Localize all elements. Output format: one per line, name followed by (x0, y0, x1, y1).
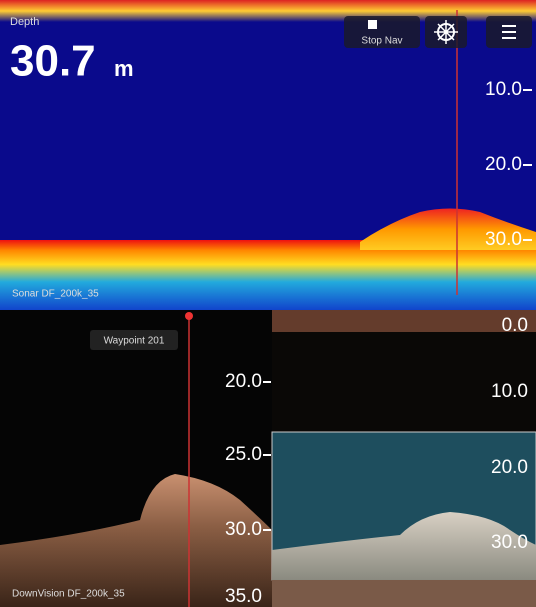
sidevision-scale-label: 20.0 (491, 457, 528, 478)
depth-value: 30.7 (10, 37, 96, 86)
helm-button[interactable] (425, 16, 467, 48)
downvision-source-label: DownVision DF_200k_35 (12, 589, 125, 600)
sonar-source-label: Sonar DF_200k_35 (12, 289, 99, 300)
sidevision-scale-label: 10.0 (491, 381, 528, 402)
sonar-scale-label: 10.0 (485, 79, 522, 100)
sonar-panel: Depth 30.7 m Stop Nav 10.0 20.0 30.0 Son… (0, 0, 536, 310)
downvision-scale-label: 30.0 (225, 519, 262, 540)
downvision-scale-label: 35.0 (225, 586, 262, 607)
downvision-panel: Waypoint 201 20.0 25.0 30.0 35.0 DownVis… (0, 310, 272, 607)
sonar-screen: Depth 30.7 m Stop Nav 10.0 20.0 30.0 Son… (0, 0, 536, 607)
sonar-scale-label: 20.0 (485, 154, 522, 175)
stop-nav-label: Stop Nav (361, 36, 402, 47)
depth-unit: m (114, 56, 134, 81)
sidevision-scale-label: 0.0 (502, 315, 528, 336)
sidevision-panel: 0.0 10.0 20.0 30.0 (272, 310, 536, 607)
downvision-scale-label: 20.0 (225, 371, 262, 392)
waypoint-label: Waypoint 201 (104, 336, 165, 347)
menu-button[interactable] (486, 16, 532, 48)
depth-label: Depth (10, 16, 39, 28)
sidevision-scale-label: 30.0 (491, 532, 528, 553)
downvision-scale-label: 25.0 (225, 444, 262, 465)
sonar-scale-label: 30.0 (485, 229, 522, 250)
